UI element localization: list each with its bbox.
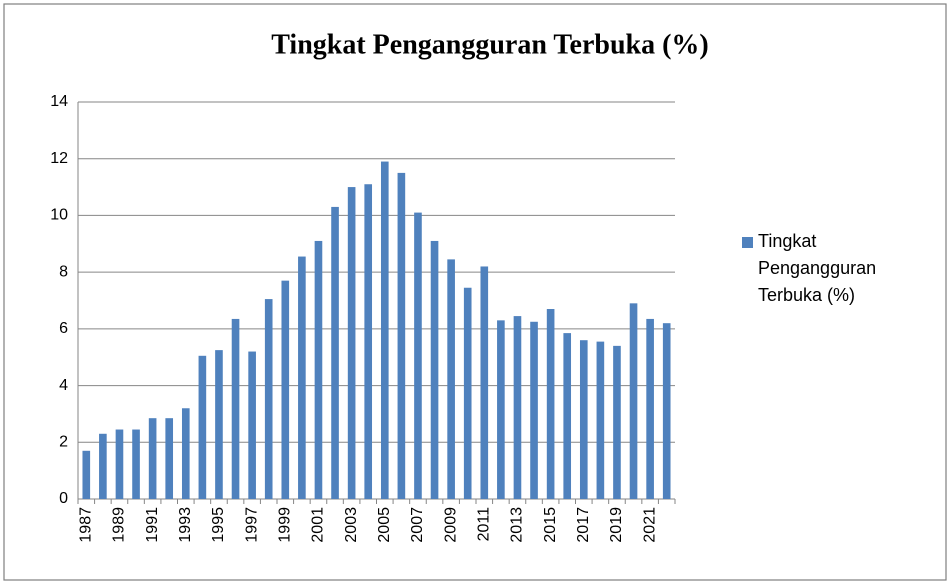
legend-swatch (742, 237, 753, 248)
bar (613, 345, 621, 499)
bar (215, 350, 223, 499)
x-tick-label: 2013 (509, 507, 526, 543)
bar (314, 240, 323, 499)
bar (132, 429, 140, 499)
x-tick-label: 2011 (476, 507, 493, 542)
y-tick-label: 6 (59, 320, 68, 337)
bar (414, 212, 422, 500)
bar (115, 429, 124, 499)
x-tick-label: 2017 (575, 507, 592, 543)
bar (198, 355, 207, 499)
bar (579, 340, 588, 499)
bar (447, 259, 455, 499)
bar (82, 450, 91, 499)
bar (99, 433, 107, 499)
bar (380, 161, 389, 500)
bar (298, 256, 306, 499)
y-tick-label: 12 (50, 150, 68, 167)
bar (546, 309, 555, 499)
bar (248, 351, 256, 499)
legend: Tingkat Pengangguran Terbuka (%) (742, 228, 892, 309)
y-tick-label: 8 (59, 263, 68, 280)
bar (148, 418, 157, 499)
chart-title: Tingkat Pengangguran Terbuka (%) (271, 29, 709, 60)
bar (629, 303, 638, 499)
x-tick-label: 2003 (343, 507, 360, 543)
y-tick-label: 0 (59, 490, 68, 507)
y-tick-label: 10 (50, 207, 68, 224)
x-tick-label: 1991 (144, 507, 161, 543)
bar (463, 287, 472, 499)
bar (181, 408, 190, 499)
bar (364, 184, 373, 499)
bar (563, 333, 572, 499)
x-tick-label: 1987 (78, 507, 95, 543)
bar (264, 299, 273, 499)
x-tick-label: 2001 (310, 507, 327, 543)
x-tick-label: 1997 (243, 507, 260, 543)
x-tick-label: 1999 (277, 507, 294, 543)
bar (596, 341, 605, 499)
bar (331, 206, 339, 499)
x-tick-label: 1993 (177, 507, 194, 543)
bar (231, 318, 240, 499)
chart-border (3, 3, 947, 581)
legend-label: Tingkat Pengangguran Terbuka (%) (758, 231, 877, 305)
bar (530, 321, 538, 499)
x-tick-label: 1995 (210, 507, 227, 543)
bar (646, 318, 654, 499)
bar (662, 323, 671, 499)
bar (497, 320, 505, 499)
x-tick-label: 2019 (608, 507, 625, 543)
x-tick-label: 2009 (442, 507, 459, 543)
bar (347, 187, 356, 500)
bar (281, 280, 290, 499)
x-tick-label: 2021 (641, 507, 658, 543)
x-tick-label: 1989 (111, 507, 128, 543)
x-tick-label: 2005 (376, 507, 393, 543)
bar (165, 418, 174, 499)
y-tick-label: 2 (59, 434, 68, 451)
bar (430, 240, 439, 499)
bar (480, 266, 489, 499)
bar (397, 172, 406, 499)
y-tick-label: 4 (59, 377, 68, 394)
y-tick-label: 14 (50, 93, 68, 110)
x-tick-label: 2007 (409, 507, 426, 543)
x-tick-label: 2015 (542, 507, 559, 543)
bar (513, 316, 522, 499)
